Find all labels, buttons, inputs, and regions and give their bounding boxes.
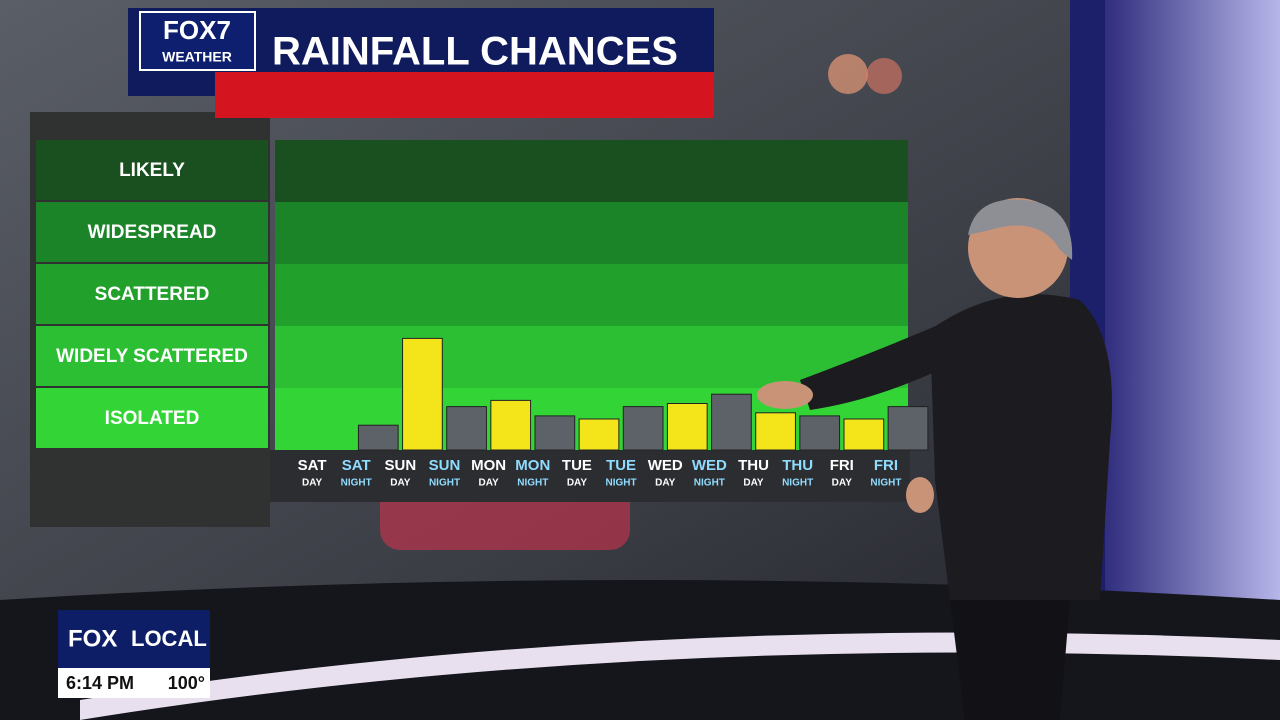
band-label-bg — [36, 326, 268, 386]
x-tick-label: MON — [515, 457, 550, 474]
x-tick-sublabel: DAY — [743, 478, 764, 489]
bar — [711, 393, 752, 451]
bug-temperature: 100° — [168, 673, 205, 693]
bar — [490, 399, 532, 451]
bar — [357, 424, 399, 451]
x-tick-label: SUN — [429, 457, 461, 474]
floor-light — [80, 632, 1280, 720]
bar — [887, 406, 929, 451]
bug-bottom — [58, 668, 210, 698]
bug-time: 6:14 PM — [66, 673, 134, 693]
x-tick-label: SAT — [298, 457, 327, 474]
logo-box — [139, 11, 256, 71]
bokeh-light — [828, 54, 868, 94]
band — [275, 326, 908, 388]
bar — [578, 418, 620, 451]
logo: FOX7 — [163, 15, 231, 45]
band-label-bg — [36, 388, 268, 448]
logo-sub: WEATHER — [162, 49, 232, 65]
x-tick-sublabel: NIGHT — [429, 478, 460, 489]
x-tick-sublabel: DAY — [655, 478, 676, 489]
x-tick-sublabel: DAY — [302, 478, 323, 489]
x-tick-label: FRI — [874, 457, 898, 474]
bar — [402, 337, 443, 451]
x-tick-label: WED — [692, 457, 727, 474]
x-tick-sublabel: DAY — [390, 478, 411, 489]
x-tick-sublabel: NIGHT — [606, 478, 637, 489]
bug-network: FOX — [68, 625, 117, 652]
x-tick-sublabel: NIGHT — [782, 478, 813, 489]
x-tick-label: TUE — [606, 457, 636, 474]
x-tick-sublabel: NIGHT — [341, 478, 372, 489]
bokeh-light — [866, 58, 902, 94]
x-tick-label: SUN — [385, 457, 417, 474]
bar — [534, 415, 576, 451]
y-tick-label: LIKELY — [119, 160, 185, 181]
chart-title: RAINFALL CHANCES — [272, 30, 678, 74]
bar — [843, 418, 885, 451]
x-tick-label: THU — [738, 457, 769, 474]
studio-wall — [1100, 0, 1280, 600]
bug-channel: LOCAL — [131, 626, 207, 651]
x-tick-sublabel: NIGHT — [517, 478, 548, 489]
band — [275, 264, 908, 326]
x-tick-label: MON — [471, 457, 506, 474]
x-tick-label: SAT — [342, 457, 371, 474]
plot: ISOLATED WIDELY SCATTERED SCATTERED WIDESPR… — [36, 140, 929, 489]
x-tick-sublabel: NIGHT — [694, 478, 725, 489]
y-tick-label: WIDESPREAD — [88, 222, 217, 243]
band — [275, 202, 908, 264]
title-accent — [215, 72, 714, 118]
y-tick-label: ISOLATED — [105, 408, 200, 429]
x-tick-sublabel: DAY — [832, 478, 853, 489]
x-tick-label: FRI — [830, 457, 854, 474]
x-tick-sublabel: NIGHT — [870, 478, 901, 489]
x-tick-label: THU — [782, 457, 813, 474]
y-tick-label: SCATTERED — [95, 284, 210, 305]
bar — [446, 406, 487, 451]
meteorologist — [757, 198, 1112, 720]
bar — [622, 406, 664, 451]
bar — [799, 415, 841, 451]
x-tick-sublabel: DAY — [567, 478, 588, 489]
band-label-bg — [36, 140, 268, 200]
x-tick-label: WED — [648, 457, 683, 474]
bug-top — [58, 610, 210, 668]
x-tick-sublabel: DAY — [479, 478, 500, 489]
category-strip — [270, 450, 910, 502]
band-label-bg — [36, 264, 268, 324]
bar — [666, 403, 708, 451]
x-tick-label: TUE — [562, 457, 592, 474]
bar — [755, 412, 796, 451]
band — [275, 140, 908, 202]
band-label-bg — [36, 202, 268, 262]
y-tick-label: WIDELY SCATTERED — [56, 346, 248, 367]
